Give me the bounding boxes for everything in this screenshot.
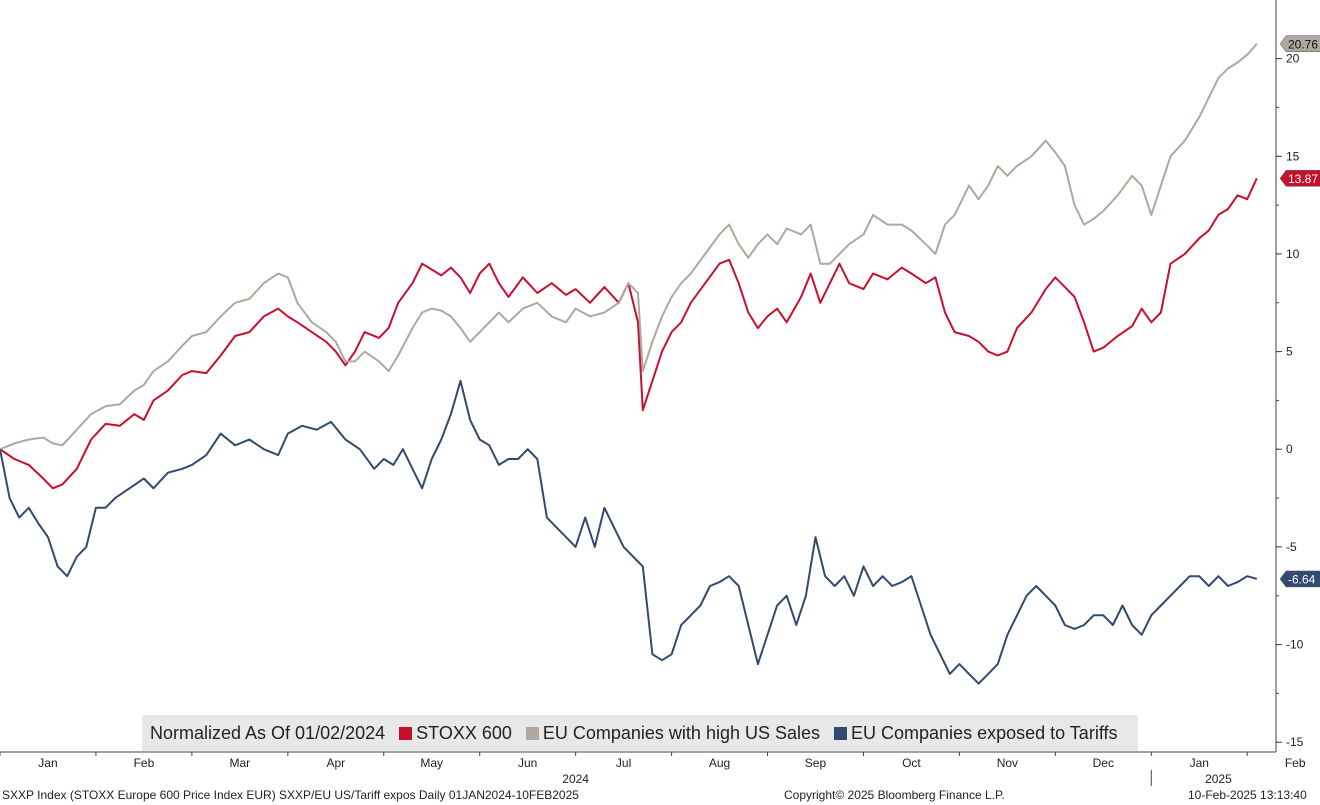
x-tick-label: Nov: [997, 756, 1018, 770]
x-tick-label: Sep: [805, 756, 827, 770]
x-tick-label: Apr: [326, 756, 345, 770]
series-line-2: [0, 379, 1258, 685]
legend-label-stoxx600: STOXX 600: [416, 722, 512, 743]
x-tick-label: Aug: [709, 756, 730, 770]
legend-prefix: Normalized As Of 01/02/2024: [150, 722, 386, 743]
last-value-label: 13.87: [1288, 172, 1318, 186]
x-tick-label: Mar: [230, 756, 251, 770]
last-value-badge: [1279, 35, 1320, 53]
y-tick-label: -5: [1286, 540, 1297, 554]
legend-label-high-us-sales: EU Companies with high US Sales: [542, 722, 821, 743]
last-value-labels: 20.76 13.87 -6.64: [1279, 35, 1320, 588]
x-tick-label: Jul: [616, 756, 631, 770]
legend: Normalized As Of 01/02/2024 STOXX 600 EU…: [142, 715, 1138, 751]
y-tick-label: 5: [1286, 345, 1293, 359]
legend-item-stoxx600: STOXX 600: [399, 723, 512, 744]
year-label: 2025: [1205, 772, 1232, 786]
x-tick-label: Jan: [38, 756, 57, 770]
series-line-1: [0, 43, 1258, 451]
y-tick-label: 10: [1286, 247, 1300, 261]
last-value-badge: [1279, 570, 1320, 588]
series-lines: [0, 43, 1258, 685]
y-tick-label: -10: [1286, 638, 1304, 652]
legend-swatch-high-us-sales: [525, 726, 539, 740]
footer-source: SXXP Index (STOXX Europe 600 Price Index…: [2, 788, 579, 802]
legend-label-tariffs: EU Companies exposed to Tariffs: [851, 722, 1118, 743]
axes: -15 -10 -5 0 5 10 15 20 Jan Feb Mar Apr May Jun Jul Aug…: [0, 0, 1306, 786]
last-value-label: 20.76: [1288, 37, 1318, 51]
y-tick-label: 20: [1286, 52, 1300, 66]
footer-timestamp: 10-Feb-2025 13:13:40: [1188, 788, 1307, 802]
last-value-badge: [1279, 170, 1320, 187]
legend-item-tariffs: EU Companies exposed to Tariffs: [834, 722, 1118, 744]
footer-copyright: Copyright© 2025 Bloomberg Finance L.P.: [784, 788, 1005, 802]
legend-swatch-stoxx600: [399, 726, 413, 740]
x-tick-label: Jan: [1190, 756, 1209, 770]
x-tick-label: Feb: [1285, 756, 1306, 770]
legend-swatch-tariffs: [834, 726, 848, 740]
y-tick-label: 0: [1286, 442, 1293, 456]
y-tick-label: 15: [1286, 149, 1300, 163]
year-label: 2024: [562, 772, 589, 786]
y-tick-label: -15: [1286, 735, 1304, 749]
x-tick-label: Dec: [1093, 756, 1114, 770]
x-tick-label: May: [420, 756, 443, 770]
legend-item-high-us-sales: EU Companies with high US Sales: [525, 722, 821, 744]
last-value-label: -6.64: [1288, 572, 1316, 586]
x-tick-label: Jun: [518, 756, 537, 770]
x-tick-label: Feb: [134, 756, 155, 770]
x-tick-label: Oct: [902, 756, 921, 770]
series-line-0: [0, 177, 1258, 490]
